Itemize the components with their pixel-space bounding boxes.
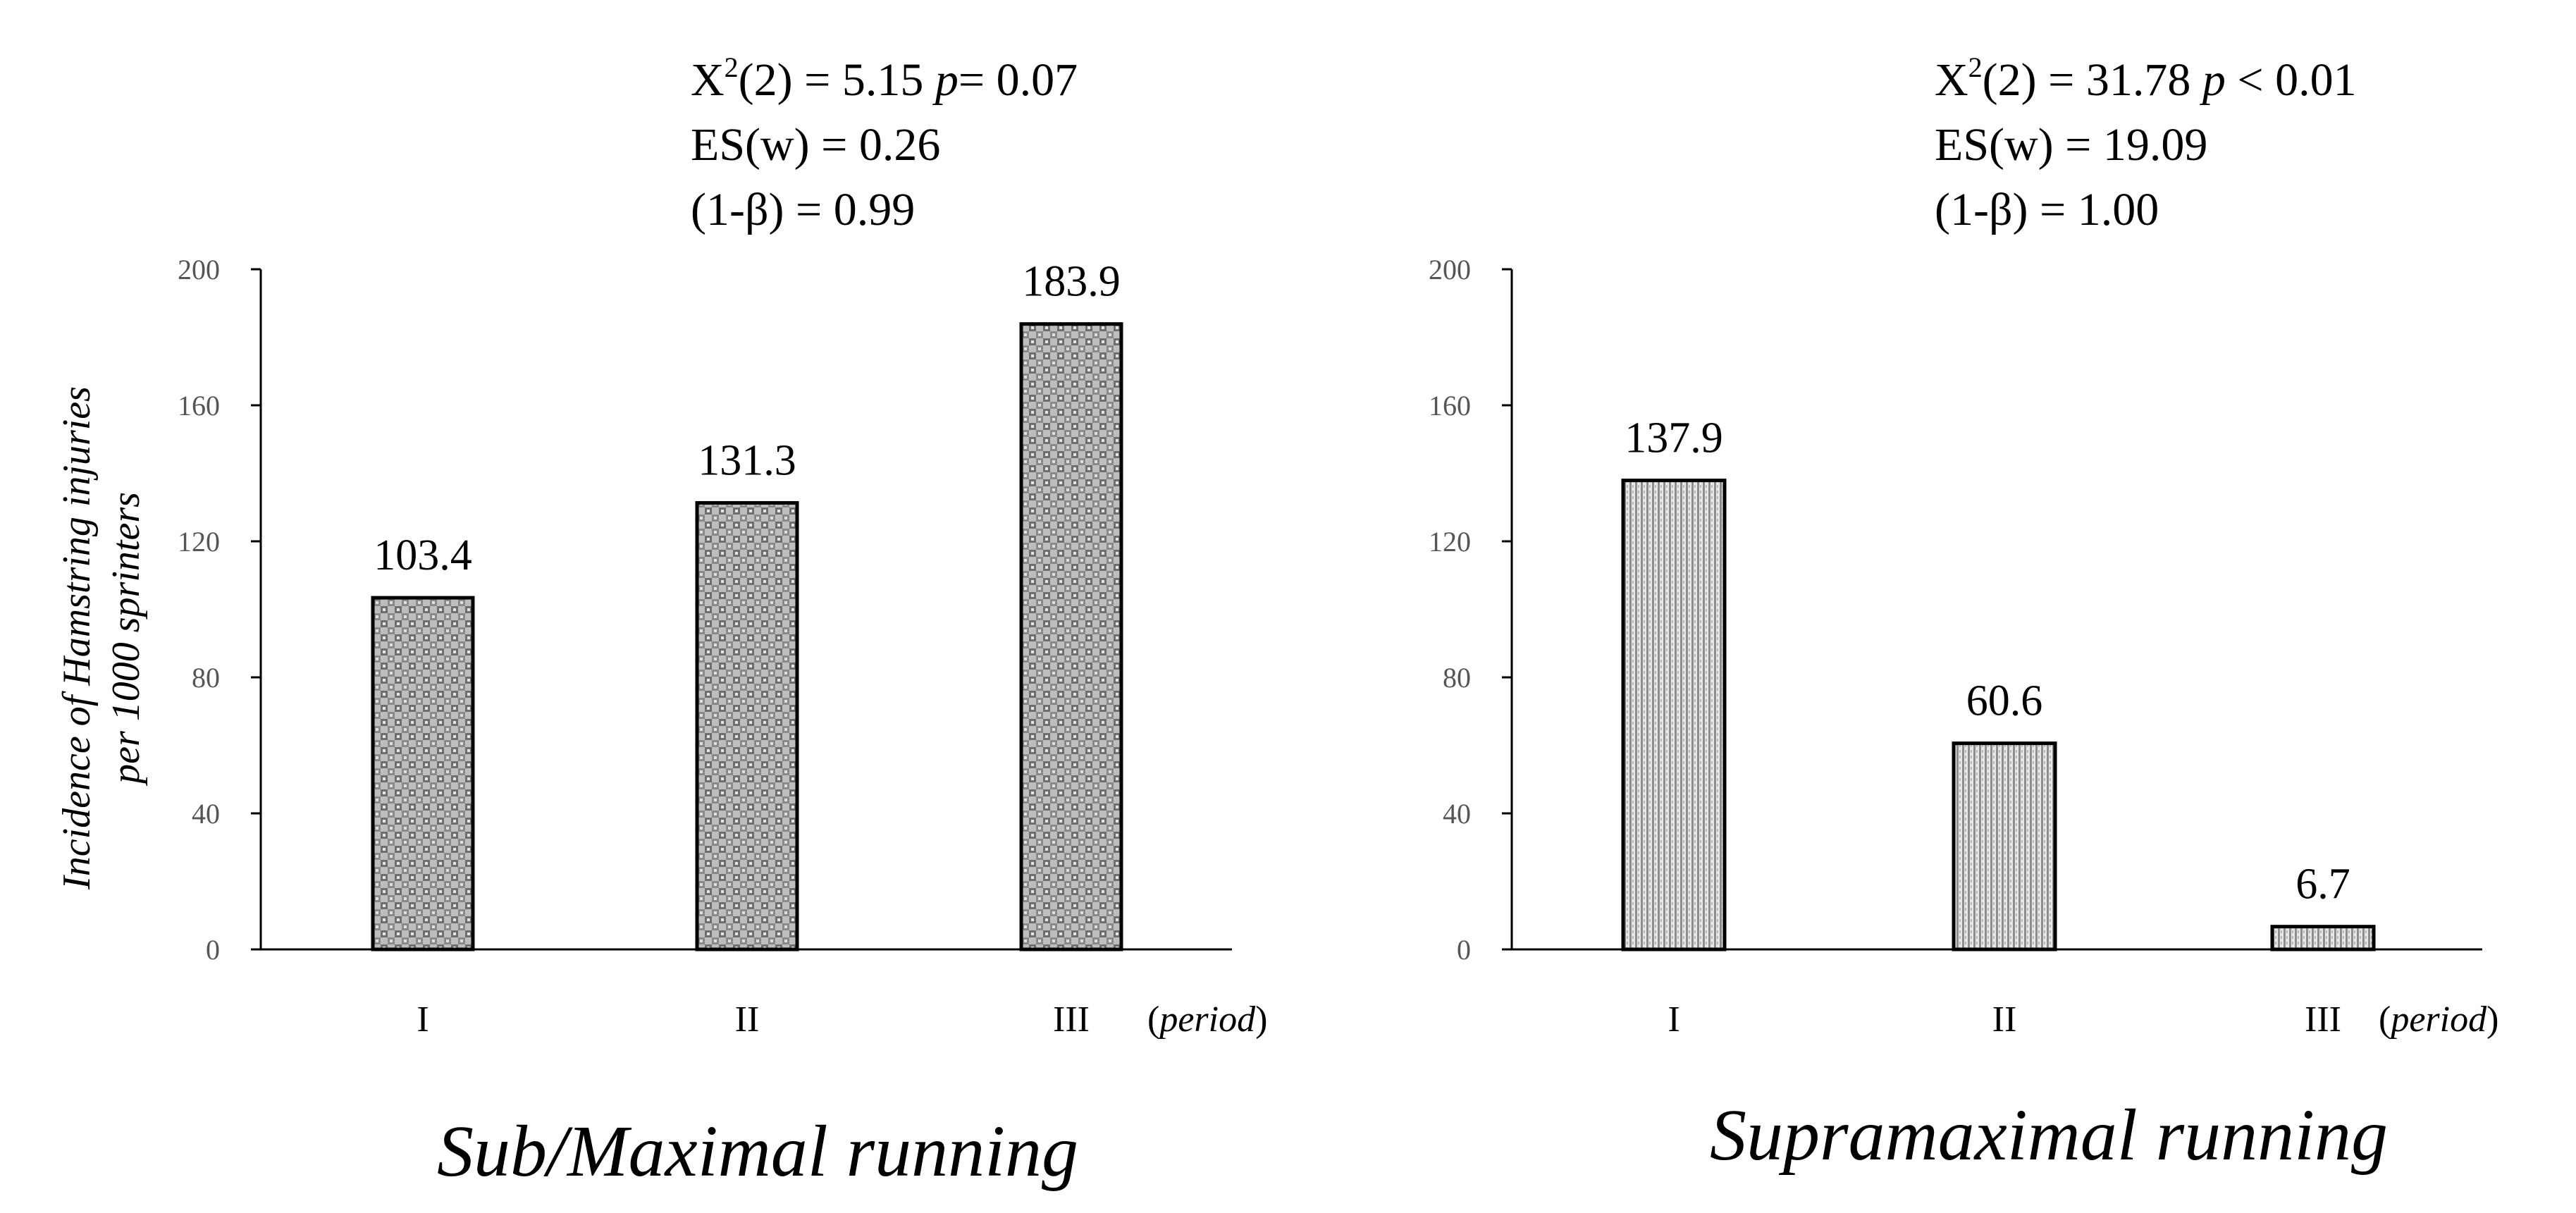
bar-I bbox=[371, 596, 475, 952]
y-tick-label: 200 bbox=[1429, 254, 1471, 285]
y-tick-label: 0 bbox=[206, 934, 220, 966]
bars bbox=[371, 322, 1123, 952]
y-tick-label: 200 bbox=[178, 254, 220, 285]
chart-title: Sub/Maximal running bbox=[437, 1111, 1078, 1192]
y-tick-label: 40 bbox=[192, 798, 220, 830]
category-label: I bbox=[1668, 999, 1680, 1040]
stats-box: X2(2) = 5.15 p= 0.07 ES(w) = 0.26 (1-β) … bbox=[691, 51, 1078, 235]
y-tick-label: 160 bbox=[178, 390, 220, 421]
y-tick-label: 80 bbox=[1443, 662, 1471, 694]
y-axis-label-line-2: per 1000 sprinters bbox=[104, 492, 148, 787]
category-label: I bbox=[417, 999, 429, 1040]
power-stat: (1-β) = 0.99 bbox=[691, 184, 915, 235]
data-label: 137.9 bbox=[1625, 414, 1723, 462]
y-axis-ticks: 0 40 80 120 160 200 bbox=[178, 254, 261, 966]
y-tick-label: 80 bbox=[192, 662, 220, 694]
y-tick-label: 120 bbox=[178, 526, 220, 558]
chi-square-stat: X2(2) = 5.15 p= 0.07 bbox=[691, 51, 1078, 106]
data-label: 183.9 bbox=[1022, 258, 1121, 306]
y-tick-label: 0 bbox=[1457, 934, 1471, 966]
bar-I bbox=[1621, 479, 1727, 952]
chart-sub-maximal-running: X2(2) = 5.15 p= 0.07 ES(w) = 0.26 (1-β) … bbox=[178, 51, 1267, 1192]
chart-title: Supramaximal running bbox=[1710, 1095, 2388, 1176]
data-labels: 137.9 60.6 6.7 bbox=[1625, 414, 2350, 909]
bar-III bbox=[1019, 322, 1123, 952]
y-tick-label: 40 bbox=[1443, 798, 1471, 830]
data-label: 60.6 bbox=[1966, 677, 2043, 725]
category-labels: I II III bbox=[417, 999, 1090, 1040]
data-labels: 103.4 131.3 183.9 bbox=[374, 258, 1121, 579]
data-label: 103.4 bbox=[374, 531, 472, 579]
y-tick-label: 120 bbox=[1429, 526, 1471, 558]
category-labels: I II III bbox=[1668, 999, 2341, 1040]
y-axis-label-line-1: Incidence of Hamstring injuries bbox=[55, 386, 99, 890]
category-label: II bbox=[735, 999, 760, 1040]
bar-II bbox=[1952, 741, 2057, 952]
category-label: II bbox=[1992, 999, 2017, 1040]
y-axis-ticks: 0 40 80 120 160 200 bbox=[1429, 254, 1512, 966]
effect-size-stat: ES(w) = 19.09 bbox=[1935, 119, 2207, 171]
x-axis-label: (period) bbox=[2379, 999, 2498, 1040]
category-label: III bbox=[2305, 999, 2341, 1040]
category-label: III bbox=[1053, 999, 1090, 1040]
x-axis-label: (period) bbox=[1147, 999, 1267, 1040]
bar-III bbox=[2270, 925, 2376, 952]
data-label: 131.3 bbox=[698, 436, 796, 484]
y-axis-label: Incidence of Hamstring injuries per 1000… bbox=[55, 386, 148, 890]
stats-box: X2(2) = 31.78 p < 0.01 ES(w) = 19.09 (1-… bbox=[1935, 51, 2357, 235]
data-label: 6.7 bbox=[2295, 861, 2350, 909]
bars bbox=[1621, 479, 2376, 952]
effect-size-stat: ES(w) = 0.26 bbox=[691, 119, 940, 171]
chi-square-stat: X2(2) = 31.78 p < 0.01 bbox=[1935, 51, 2357, 106]
y-tick-label: 160 bbox=[1429, 390, 1471, 421]
bar-II bbox=[695, 500, 799, 952]
chart-supramaximal-running: X2(2) = 31.78 p < 0.01 ES(w) = 19.09 (1-… bbox=[1429, 51, 2498, 1176]
power-stat: (1-β) = 1.00 bbox=[1935, 184, 2159, 235]
